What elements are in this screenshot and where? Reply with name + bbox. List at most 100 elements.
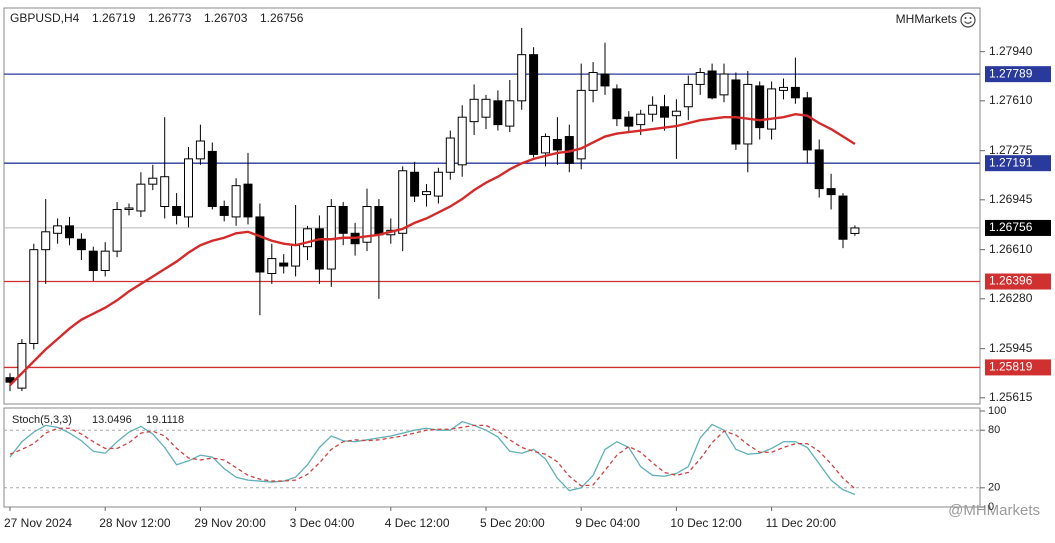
candle-body — [255, 216, 265, 273]
candle — [433, 167, 443, 204]
candle-body — [338, 206, 348, 234]
candle — [552, 117, 562, 165]
candle-body — [374, 206, 384, 236]
candle — [314, 215, 324, 284]
stoch-line — [9, 424, 856, 490]
candle — [195, 124, 205, 165]
candle — [469, 84, 479, 136]
candle-body — [826, 188, 836, 196]
x-tick-label: 29 Nov 20:00 — [194, 516, 266, 530]
x-tick-label: 10 Dec 12:00 — [670, 516, 742, 530]
candle — [767, 81, 777, 140]
candle-body — [743, 83, 753, 145]
x-tick-label: 28 Nov 12:00 — [99, 516, 171, 530]
candle — [279, 254, 289, 274]
candle-body — [850, 227, 860, 234]
candle — [790, 57, 800, 104]
candle — [695, 68, 705, 95]
y-tick-label: 1.27940 — [989, 44, 1033, 58]
stoch-panel — [3, 407, 981, 508]
x-tick-label: 3 Dec 04:00 — [290, 516, 355, 530]
candle — [267, 243, 277, 284]
moving-average — [9, 112, 856, 386]
candle-body — [469, 98, 479, 123]
candle-body — [17, 342, 27, 389]
candle — [576, 63, 586, 170]
candle-body — [707, 70, 717, 99]
candle — [410, 161, 420, 203]
candle-body — [588, 72, 598, 91]
brand: MHMarkets — [896, 12, 957, 26]
candle-body — [814, 149, 824, 190]
candle — [612, 84, 622, 127]
candle-body — [41, 231, 51, 251]
candle — [457, 105, 467, 177]
candle — [136, 172, 146, 217]
candle-body — [243, 183, 253, 218]
level-label: 1.26396 — [989, 274, 1033, 288]
level-label: 1.27191 — [989, 155, 1033, 169]
candle — [422, 184, 431, 207]
x-tick-label: 11 Dec 20:00 — [766, 516, 837, 530]
y-tick-label: 100 — [988, 405, 1006, 417]
candle — [517, 27, 527, 110]
candle — [683, 75, 693, 121]
y-tick-label: 1.27610 — [989, 93, 1033, 107]
candle — [88, 246, 98, 281]
y-tick-label: 1.27275 — [989, 143, 1033, 157]
candle-body — [779, 86, 788, 91]
candle-body — [148, 177, 158, 185]
candle-body — [112, 208, 122, 252]
x-tick-label: 4 Dec 12:00 — [385, 516, 450, 530]
candle-body — [445, 137, 455, 173]
quote-high: 1.26773 — [148, 11, 192, 25]
candle — [112, 202, 122, 258]
candle — [719, 63, 729, 103]
candle-body — [433, 171, 443, 197]
candle-body — [636, 113, 646, 126]
candle-body — [671, 110, 681, 117]
candle — [660, 94, 669, 131]
candle-body — [767, 88, 777, 130]
stoch-k-readout: 13.0496 — [92, 414, 132, 426]
candle — [219, 200, 229, 222]
candle-body — [279, 262, 289, 267]
candle — [398, 166, 408, 252]
candle — [17, 338, 27, 392]
level-label-bg — [985, 359, 1051, 376]
candle-body — [493, 100, 503, 126]
last-price-label: 1.26756 — [989, 220, 1033, 234]
candle — [671, 99, 681, 159]
candle — [65, 216, 74, 246]
candle-body — [160, 176, 170, 208]
brand-smiley — [960, 12, 976, 28]
quote-open: 1.26719 — [92, 11, 136, 25]
candle-body — [695, 72, 705, 85]
last-price-label-bg — [985, 219, 1051, 236]
candle — [814, 139, 824, 198]
candle — [124, 203, 134, 216]
candle — [172, 193, 182, 225]
candle-body — [65, 225, 74, 239]
candle-body — [541, 136, 550, 154]
candle — [41, 199, 51, 284]
y-tick-label: 1.25945 — [989, 341, 1033, 355]
candle-body — [422, 191, 431, 196]
candle — [243, 152, 253, 225]
candle — [624, 111, 634, 133]
y-tick-label: 0 — [988, 501, 994, 513]
candle-body — [576, 89, 586, 160]
candle-body — [88, 250, 98, 272]
y-tick-label: 1.25615 — [989, 390, 1033, 404]
x-tick-label: 5 Dec 20:00 — [480, 516, 545, 530]
y-tick-label: 1.26610 — [989, 242, 1033, 256]
candle-body — [624, 116, 634, 127]
candle-body — [231, 185, 241, 218]
candle-body — [398, 170, 408, 234]
level-label: 1.27789 — [989, 66, 1033, 80]
candle — [362, 188, 372, 252]
candle — [779, 78, 788, 100]
candle-body — [660, 106, 669, 118]
candle-body — [529, 54, 539, 155]
candle-body — [314, 228, 324, 270]
